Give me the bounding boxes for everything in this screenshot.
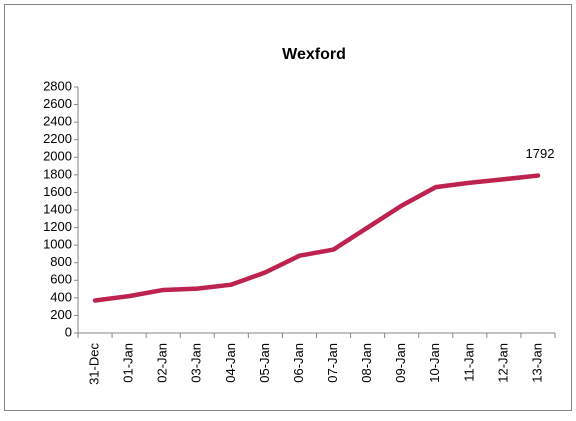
x-tick-label: 13-Jan bbox=[529, 343, 544, 383]
x-tick-label: 02-Jan bbox=[155, 343, 170, 383]
x-tick-label: 01-Jan bbox=[121, 343, 136, 383]
y-tick-label: 1200 bbox=[43, 219, 72, 234]
y-tick-label: 2800 bbox=[43, 78, 72, 93]
y-tick-label: 1800 bbox=[43, 166, 72, 181]
y-tick-label: 600 bbox=[50, 272, 72, 287]
x-tick-label: 31-Dec bbox=[86, 343, 101, 385]
y-tick-label: 400 bbox=[50, 289, 72, 304]
y-tick-label: 2400 bbox=[43, 114, 72, 129]
data-label: 1792 bbox=[526, 146, 555, 161]
x-tick-label: 04-Jan bbox=[223, 343, 238, 383]
chart-border bbox=[4, 4, 572, 411]
y-tick-label: 0 bbox=[65, 324, 72, 339]
x-tick-label: 11-Jan bbox=[461, 343, 476, 382]
x-tick-label: 06-Jan bbox=[291, 343, 306, 383]
y-tick-label: 2600 bbox=[43, 96, 72, 111]
y-tick-label: 200 bbox=[50, 307, 72, 322]
y-tick-label: 2000 bbox=[43, 149, 72, 164]
y-tick-label: 800 bbox=[50, 254, 72, 269]
x-tick-label: 05-Jan bbox=[257, 343, 272, 383]
x-tick-label: 10-Jan bbox=[427, 343, 442, 383]
series-line bbox=[92, 173, 541, 303]
x-tick-label: 03-Jan bbox=[189, 343, 204, 383]
y-tick-label: 1000 bbox=[43, 237, 72, 252]
x-tick-label: 08-Jan bbox=[359, 343, 374, 383]
chart-title: Wexford bbox=[282, 46, 346, 63]
x-tick-label: 09-Jan bbox=[393, 343, 408, 383]
y-tick-label: 1600 bbox=[43, 184, 72, 199]
x-tick-label: 12-Jan bbox=[495, 343, 510, 383]
x-tick-label: 07-Jan bbox=[325, 343, 340, 383]
y-tick-label: 1400 bbox=[43, 201, 72, 216]
y-tick-label: 2200 bbox=[43, 131, 72, 146]
